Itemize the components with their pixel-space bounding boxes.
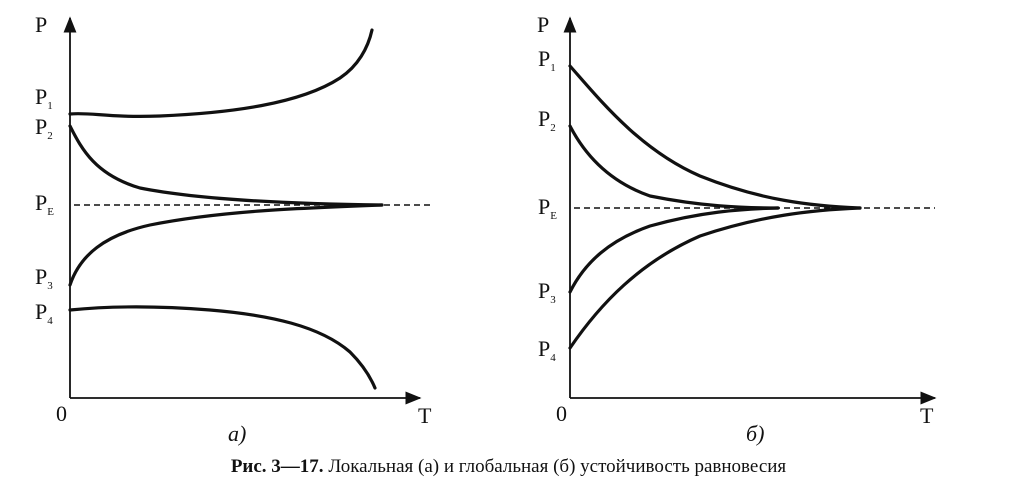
figure-caption: Рис. 3—17. Локальная (а) и глобальная (б… xyxy=(0,456,1017,478)
curve-p1-diverging-up xyxy=(68,28,374,118)
level-p3-b: P3 xyxy=(538,278,556,306)
curve-p4-converging xyxy=(568,206,862,350)
level-pe-b: PE xyxy=(538,194,557,222)
x-axis-label-b: T xyxy=(920,403,934,428)
curve-p2-converging xyxy=(68,124,384,207)
panel-label-a: a) xyxy=(228,421,246,446)
level-p1-a: P1 xyxy=(35,84,53,112)
caption-number: Рис. 3—17. xyxy=(230,456,324,477)
panel-b: P T 0 б) P1 P2 PE P3 P4 xyxy=(537,12,937,446)
origin-label-b: 0 xyxy=(556,401,567,426)
panel-label-b: б) xyxy=(746,421,764,446)
curve-p3-converging xyxy=(68,203,384,287)
level-p2-a: P2 xyxy=(35,114,53,142)
panel-a: P T 0 a) P1 P2 PE P3 P4 xyxy=(35,12,432,446)
level-p3-a: P3 xyxy=(35,264,53,292)
y-axis-label-b: P xyxy=(537,12,549,37)
curve-p1-converging xyxy=(568,64,862,210)
y-axis-label-a: P xyxy=(35,12,47,37)
level-p2-b: P2 xyxy=(538,106,556,134)
x-axis-label-a: T xyxy=(418,403,432,428)
level-pe-a: PE xyxy=(35,190,54,218)
level-p4-a: P4 xyxy=(35,299,53,327)
level-p4-b: P4 xyxy=(538,336,556,364)
curve-p3-converging xyxy=(568,206,780,294)
curve-p2-converging xyxy=(568,124,780,210)
curve-p4-diverging-down xyxy=(68,305,377,390)
figure: P T 0 a) P1 P2 PE P3 P4 P T 0 б) P1 P2 P… xyxy=(35,12,937,446)
level-p1-b: P1 xyxy=(538,46,556,74)
origin-label-a: 0 xyxy=(56,401,67,426)
caption-text: Локальная (а) и глобальная (б) устойчиво… xyxy=(328,456,787,477)
